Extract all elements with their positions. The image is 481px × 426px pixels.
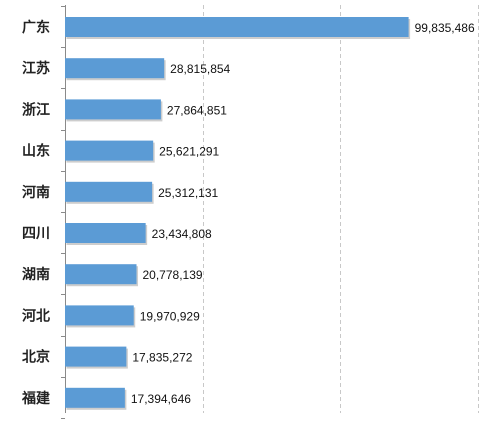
category-label: 福建 (21, 390, 50, 407)
value-label: 20,778,139 (143, 268, 203, 282)
value-label: 28,815,854 (170, 62, 230, 76)
category-label: 广东 (22, 19, 50, 36)
category-label: 河南 (22, 184, 50, 201)
value-label: 23,434,808 (152, 227, 212, 241)
category-label: 山东 (22, 143, 50, 160)
value-label: 99,835,486 (415, 21, 475, 35)
value-label: 17,394,646 (131, 392, 191, 406)
category-label: 四川 (22, 226, 50, 242)
bar-8 (65, 305, 134, 326)
value-label: 17,835,272 (132, 351, 192, 365)
bar-3 (65, 99, 161, 120)
bar-6 (65, 223, 146, 243)
value-label: 25,312,131 (158, 186, 218, 200)
bar-9 (65, 346, 127, 367)
value-label: 25,621,291 (159, 145, 219, 159)
value-label: 19,970,929 (140, 309, 200, 323)
category-label: 湖南 (22, 266, 50, 283)
bar-1 (65, 17, 409, 37)
category-label: 浙江 (22, 101, 50, 118)
category-label: 河北 (22, 307, 50, 324)
value-label: 27,864,851 (167, 103, 227, 117)
category-label: 北京 (22, 349, 50, 366)
bar-10 (65, 387, 125, 408)
bar-5 (65, 181, 153, 202)
bar-2 (65, 58, 165, 79)
bar-4 (65, 140, 154, 161)
category-label: 江苏 (22, 60, 50, 77)
bar-7 (65, 264, 137, 285)
